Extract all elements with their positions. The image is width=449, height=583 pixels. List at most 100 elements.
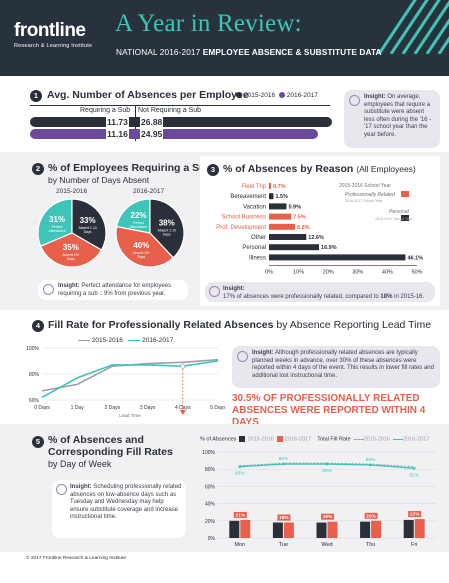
bar-category-label: Personal — [242, 245, 266, 251]
section-3-card — [200, 156, 440, 306]
bar — [403, 519, 414, 538]
pie-year-label: 2016-2017 — [133, 188, 165, 195]
bar-category-label: Bereavement — [230, 194, 266, 200]
data-point — [412, 466, 416, 470]
insight-text: Although professionally related absences… — [252, 350, 434, 379]
legend-sub-label: 2016-2017 School Year — [375, 217, 413, 221]
data-point — [238, 465, 242, 469]
section-title-suffix: by Absence Reporting Lead Time — [276, 319, 432, 331]
pie-percent-label: 40% — [133, 241, 149, 250]
legend-swatch — [401, 215, 409, 221]
pie-slice — [115, 198, 151, 234]
pie-slice — [115, 225, 175, 268]
callout-arrow-icon — [179, 410, 186, 415]
bar-category-label: Vacation — [243, 204, 266, 210]
bar-label-background — [364, 512, 378, 519]
line-value-label: 81% — [409, 472, 419, 478]
bar — [269, 234, 307, 240]
bar — [269, 223, 296, 230]
insight-text: in 2015-16. — [392, 293, 425, 300]
pie-slice-label: Days — [163, 232, 171, 236]
data-point — [282, 462, 285, 466]
bar — [240, 519, 251, 538]
y-tick-label: 40% — [205, 502, 216, 508]
pie-percent-label: 35% — [63, 243, 79, 252]
bar — [360, 521, 371, 538]
line-value-label: 83% — [235, 471, 245, 477]
section-title: Fill Rate for Professionally Related Abs… — [48, 319, 431, 331]
bar-value-label: 19% — [323, 514, 333, 520]
legend-label: Personal — [389, 209, 410, 215]
bar — [269, 244, 320, 251]
pie-slice-label: Absent 1-10 — [78, 226, 96, 230]
x-tick-label: Thu — [366, 542, 375, 548]
bar — [269, 183, 272, 189]
section-number: 3 — [207, 164, 219, 176]
bar — [316, 522, 327, 538]
frontline-logo: frontline Research & Learning Institute — [14, 20, 100, 60]
lightbulb-icon — [56, 484, 67, 495]
pie-percent-label: 31% — [49, 215, 65, 224]
legend-dot-icon — [278, 92, 285, 99]
section-number: 4 — [32, 320, 44, 332]
data-point — [180, 363, 186, 369]
bar — [327, 521, 338, 538]
pie-slice-label: Perfect — [52, 225, 63, 229]
value-label: 11.73 — [106, 117, 129, 127]
insight-highlight: 18% — [380, 293, 393, 300]
series-line — [239, 462, 415, 468]
line-value-label: 85% — [366, 457, 376, 463]
pie-slice-label: Absent 10+ — [62, 253, 79, 257]
x-tick-label: Mon — [234, 542, 245, 548]
section-title-line: Corresponding Fill Rates — [48, 446, 173, 458]
legend-line-icon — [78, 339, 90, 342]
insight-label: Insight: — [223, 286, 245, 292]
section-title: % of Absences by Reason (All Employees) — [223, 163, 416, 175]
insight-box: Insight: Although professionally related… — [232, 346, 440, 388]
data-point — [325, 462, 329, 466]
page-title: A Year in Review: — [115, 10, 302, 37]
insight-box: Insight: 17% of absences were profession… — [205, 282, 435, 302]
x-tick-label: 5 Days — [210, 405, 225, 411]
bar — [371, 520, 382, 538]
insight-label: Insight: — [252, 350, 274, 356]
section-number: 2 — [32, 163, 44, 175]
bar-value-label: 12.6% — [308, 235, 324, 241]
series-line — [41, 360, 219, 399]
legend-line-icon — [393, 438, 404, 440]
stripes-decoration — [377, 0, 449, 54]
line-value-label: 86% — [322, 468, 332, 474]
legend: 2015-2016 2016-2017 — [236, 92, 318, 99]
subtitle-light: NATIONAL 2016-2017 — [116, 47, 201, 57]
bar-value-label: 22% — [410, 512, 420, 518]
pie-slice-label: Attendance — [130, 225, 147, 229]
header-banner: frontline Research & Learning Institute … — [0, 0, 449, 76]
column-label: Not Requiring a Sub — [138, 107, 202, 114]
insight-label: Insight: — [58, 283, 80, 289]
logo-subtext: Research & Learning Institute — [14, 43, 93, 49]
x-tick-label: 0% — [265, 270, 273, 276]
section-title-line: % of Absences and — [48, 434, 144, 446]
bar-value-label: 16.9% — [321, 245, 337, 251]
legend-swatch — [401, 191, 409, 197]
x-tick-label: 2 Days — [105, 405, 121, 411]
pie-slice-label: Absent 10+ — [133, 251, 150, 255]
x-tick-label: 3 Days — [140, 405, 156, 411]
y-tick-label: 60% — [205, 484, 216, 490]
bar-label-background — [277, 514, 291, 521]
divider — [30, 105, 330, 106]
section-number: 1 — [30, 90, 42, 102]
bar-label-background — [408, 511, 422, 518]
legend-label: Professionally Related — [345, 192, 395, 198]
legend-label: 2016-2017 — [286, 92, 318, 99]
insight-text: On average, employees that require a sub… — [364, 94, 432, 138]
page-subtitle: NATIONAL 2016-2017 EMPLOYEE ABSENCE & SU… — [116, 47, 382, 57]
legend: % of Absences 2015-2016 2016-2017 Total … — [200, 436, 429, 442]
bar — [272, 522, 283, 538]
lightbulb-icon — [209, 286, 220, 297]
bar — [414, 519, 425, 538]
bar-value-label: 5.9% — [288, 204, 301, 210]
column-label: Requiring a Sub — [80, 107, 131, 114]
pie-percent-label: 38% — [159, 218, 175, 227]
bar-category-label: Illness — [249, 255, 266, 261]
